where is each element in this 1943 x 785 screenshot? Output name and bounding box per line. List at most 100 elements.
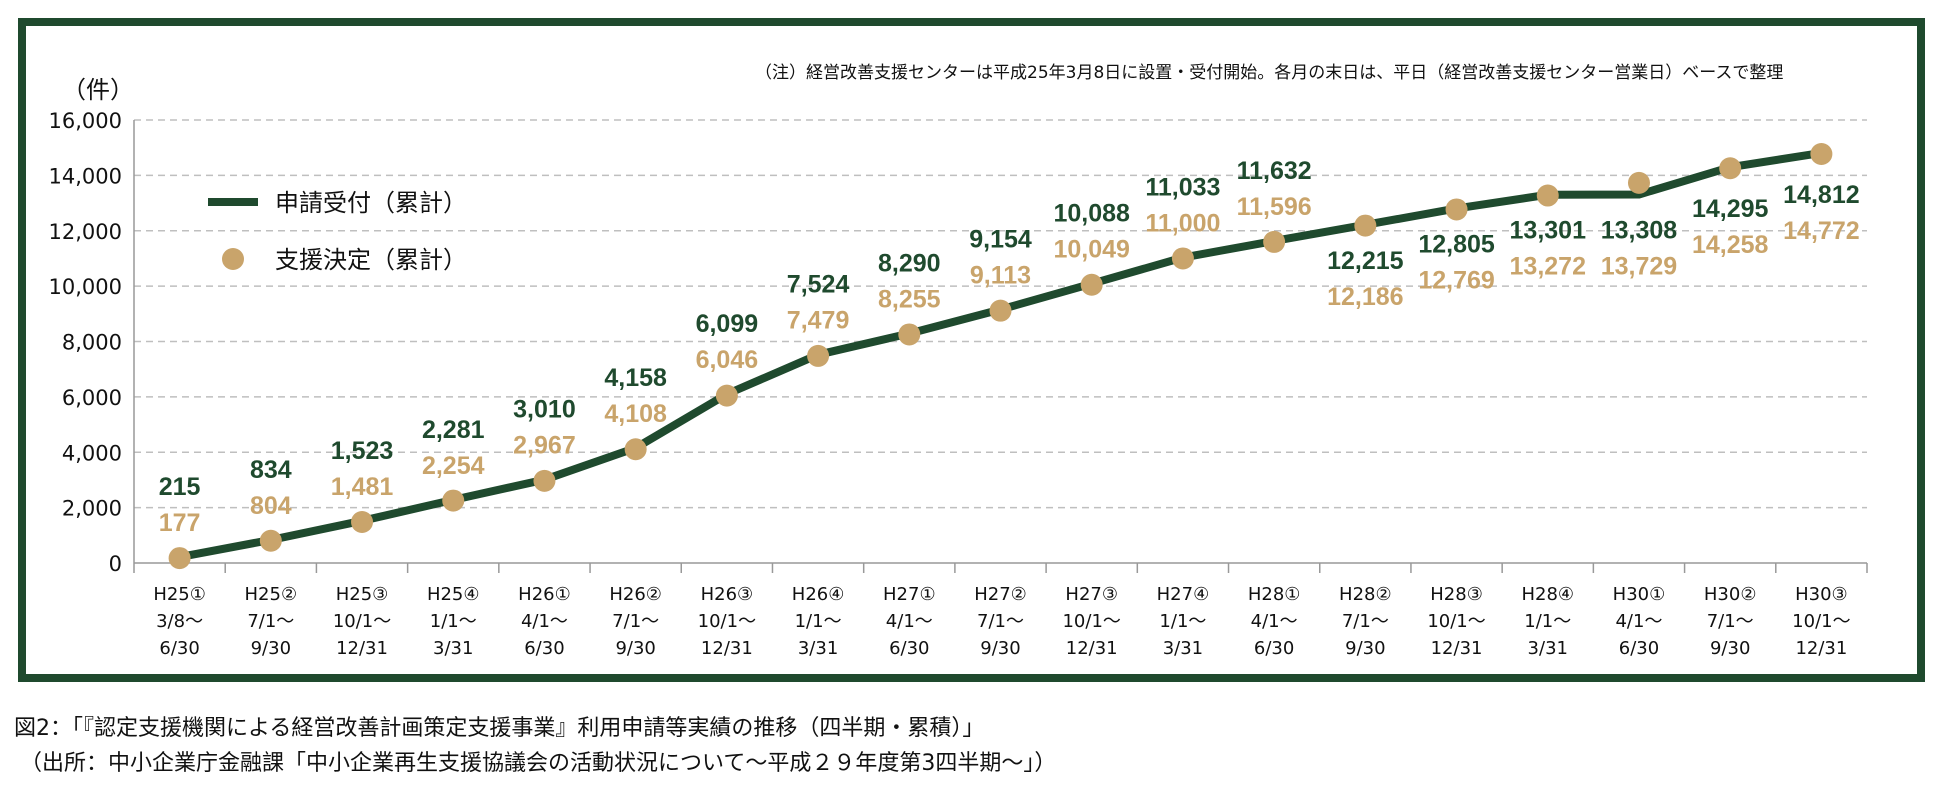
data-point-decisions (989, 299, 1012, 322)
data-label-applications: 215 (159, 473, 201, 501)
data-label-decisions: 11,596 (1237, 193, 1312, 221)
x-tick-label: H25① (153, 584, 206, 605)
x-tick-label: 1/1〜 (1524, 611, 1571, 632)
y-tick-label: 8,000 (62, 331, 122, 355)
data-label-decisions: 2,967 (513, 432, 576, 460)
legend-label-decisions: 支援決定（累計） (275, 246, 467, 274)
data-point-decisions (898, 323, 921, 346)
x-tick-label: H26③ (701, 584, 754, 605)
x-tick-label: 1/1〜 (430, 611, 477, 632)
x-tick-label: 6/30 (1619, 638, 1659, 659)
data-label-applications: 8,290 (878, 249, 941, 277)
data-point-decisions (533, 469, 556, 492)
x-tick-label: 12/31 (1431, 638, 1483, 659)
chart-frame (18, 18, 1925, 682)
x-tick-label: 4/1〜 (1615, 611, 1662, 632)
data-point-decisions (715, 384, 738, 407)
data-label-applications: 13,308 (1601, 217, 1678, 245)
data-point-decisions (442, 489, 465, 512)
x-tick-label: 9/30 (615, 638, 655, 659)
x-tick-label: H26① (518, 584, 571, 605)
data-label-applications: 14,812 (1783, 181, 1859, 209)
y-tick-label: 0 (109, 552, 122, 576)
x-tick-label: H25③ (336, 584, 389, 605)
x-tick-label: 1/1〜 (1159, 611, 1206, 632)
data-label-decisions: 13,272 (1510, 253, 1586, 281)
x-tick-label: 3/31 (798, 638, 838, 659)
x-tick-label: 12/31 (701, 638, 753, 659)
data-label-applications: 6,099 (696, 310, 759, 338)
data-label-decisions: 14,772 (1783, 217, 1859, 245)
data-point-decisions (1354, 214, 1377, 237)
data-label-decisions: 12,186 (1327, 283, 1403, 311)
data-point-decisions (624, 438, 647, 461)
x-tick-label: H28② (1339, 584, 1392, 605)
data-label-applications: 1,523 (331, 437, 394, 465)
data-point-decisions (807, 344, 830, 367)
data-label-decisions: 12,769 (1418, 266, 1494, 294)
x-tick-label: H28④ (1521, 584, 1574, 605)
data-label-decisions: 6,046 (696, 346, 759, 374)
x-tick-label: 3/8〜 (156, 611, 203, 632)
x-tick-label: H30③ (1795, 584, 1848, 605)
x-tick-label: H27④ (1157, 584, 1210, 605)
y-tick-label: 6,000 (62, 386, 122, 410)
x-tick-label: 4/1〜 (886, 611, 933, 632)
y-tick-label: 4,000 (62, 441, 122, 465)
legend-dot-swatch (222, 248, 244, 270)
x-tick-label: 10/1〜 (698, 611, 756, 632)
data-label-applications: 11,632 (1237, 157, 1312, 185)
x-tick-label: H26② (609, 584, 662, 605)
data-label-decisions: 9,113 (970, 262, 1031, 290)
y-tick-label: 2,000 (62, 497, 122, 521)
x-tick-label: H25② (245, 584, 298, 605)
x-tick-label: 10/1〜 (1427, 611, 1485, 632)
data-label-decisions: 2,254 (422, 452, 485, 480)
y-tick-label: 14,000 (49, 164, 122, 188)
x-tick-label: 1/1〜 (795, 611, 842, 632)
data-label-applications: 4,158 (604, 364, 667, 392)
y-unit-label: （件） (62, 76, 134, 104)
x-tick-label: 6/30 (159, 638, 199, 659)
x-tick-label: 3/31 (1528, 638, 1568, 659)
data-label-decisions: 14,258 (1692, 231, 1769, 259)
data-point-decisions (1263, 230, 1286, 253)
x-tick-label: 6/30 (524, 638, 564, 659)
data-point-decisions (259, 529, 282, 552)
x-tick-label: 12/31 (1066, 638, 1118, 659)
x-tick-label: H30② (1704, 584, 1757, 605)
x-tick-label: H25④ (427, 584, 480, 605)
x-tick-label: 4/1〜 (1251, 611, 1298, 632)
y-tick-label: 12,000 (49, 220, 122, 244)
data-point-decisions (1536, 184, 1559, 207)
x-tick-label: 3/31 (1163, 638, 1203, 659)
x-tick-label: 12/31 (1795, 638, 1847, 659)
x-tick-label: H27② (974, 584, 1027, 605)
data-label-decisions: 804 (250, 492, 292, 520)
data-label-applications: 14,295 (1692, 195, 1769, 223)
data-label-decisions: 177 (159, 509, 201, 537)
x-tick-label: H27③ (1065, 584, 1118, 605)
x-tick-label: H30① (1613, 584, 1666, 605)
data-point-decisions (1810, 143, 1833, 166)
x-tick-label: 3/31 (433, 638, 473, 659)
data-label-applications: 12,805 (1418, 230, 1495, 258)
x-tick-label: 7/1〜 (1707, 611, 1754, 632)
chart-svg: 0 2,000 4,000 6,000 8,000 10,000 12,000 14,000 1… (49, 109, 1868, 659)
x-tick-label: 9/30 (251, 638, 291, 659)
x-tick-label: 4/1〜 (521, 611, 568, 632)
y-tick-label: 16,000 (49, 109, 122, 133)
data-label-decisions: 13,729 (1601, 253, 1677, 281)
x-tick-label: 10/1〜 (1062, 611, 1120, 632)
x-tick-label: 6/30 (1254, 638, 1294, 659)
x-tick-label: 10/1〜 (1792, 611, 1850, 632)
x-tick-label: 9/30 (980, 638, 1020, 659)
data-point-decisions (1080, 273, 1103, 296)
data-point-decisions (1627, 171, 1650, 194)
data-label-applications: 13,301 (1510, 217, 1587, 245)
data-point-decisions (1719, 157, 1742, 180)
x-tick-label: 12/31 (336, 638, 388, 659)
x-tick-label: 7/1〜 (1342, 611, 1389, 632)
data-label-applications: 9,154 (969, 226, 1032, 254)
x-tick-label: 6/30 (889, 638, 929, 659)
